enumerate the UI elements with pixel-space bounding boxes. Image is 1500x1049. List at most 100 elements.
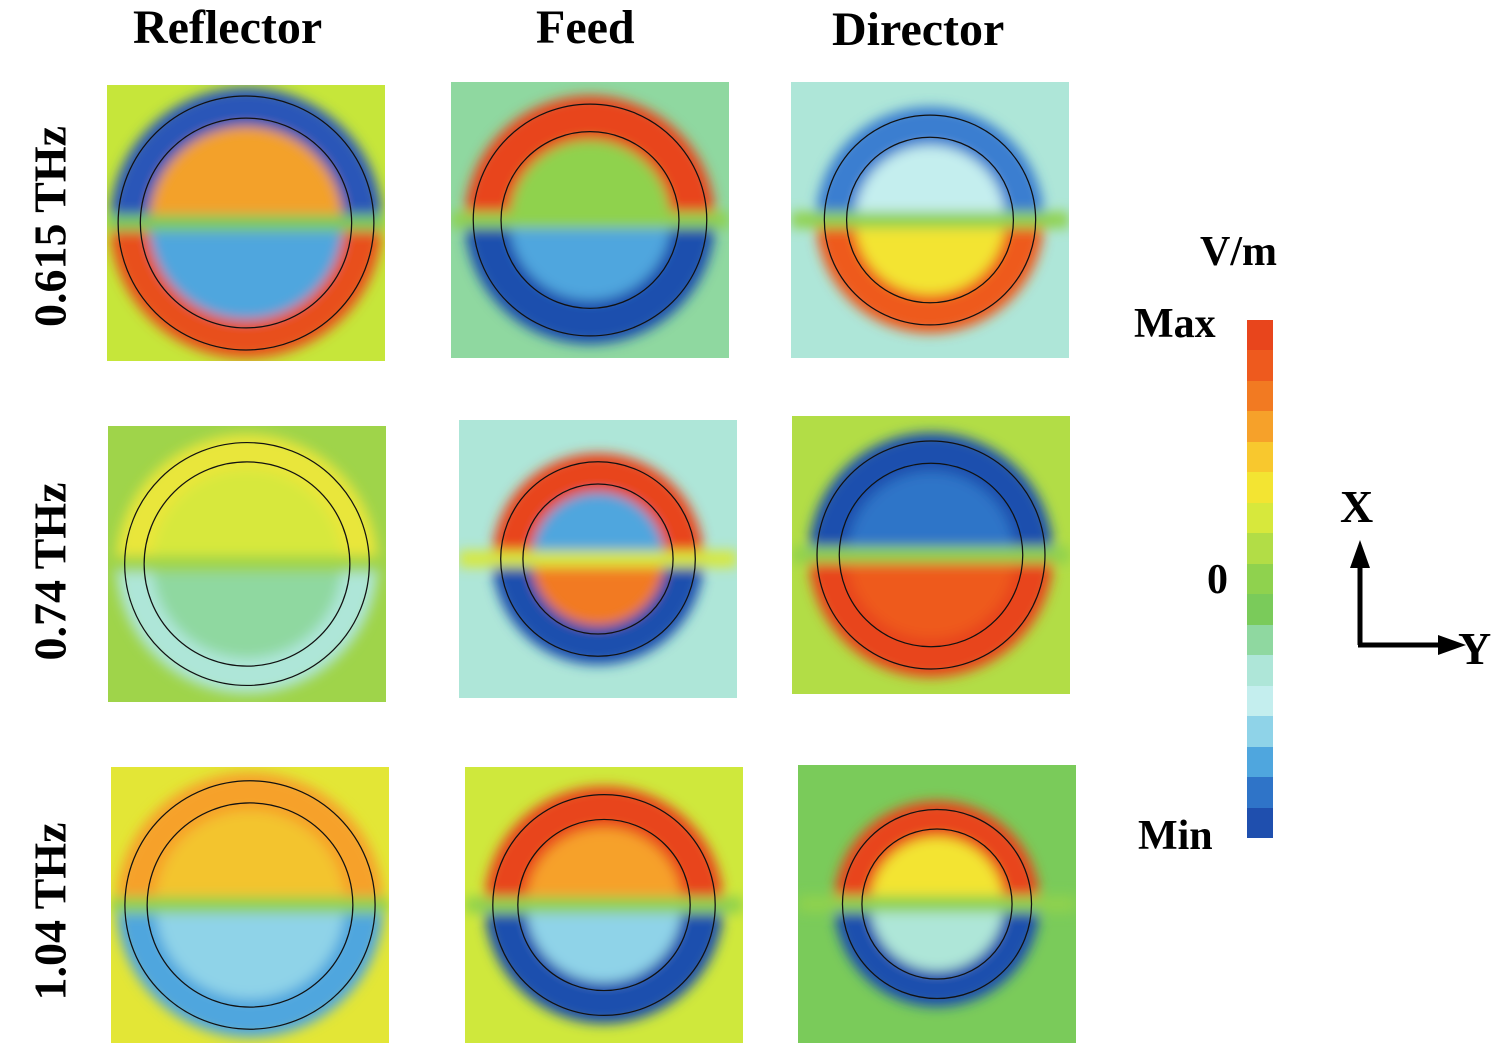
ring-outer-outline xyxy=(472,103,708,337)
ring-field-top xyxy=(492,453,704,554)
axis-label-x: X xyxy=(1340,481,1374,532)
ring-field-top xyxy=(834,801,1040,899)
colorbar-segment xyxy=(1247,441,1273,473)
center-band xyxy=(451,211,729,229)
colorbar xyxy=(1247,320,1273,838)
ring-field-bottom xyxy=(492,564,704,665)
colorbar-segment xyxy=(1247,685,1273,717)
ring-field-bottom xyxy=(816,225,1044,334)
colorbar-segment xyxy=(1247,716,1273,747)
colorbar-segment xyxy=(1247,502,1273,534)
field-panel-director-074 xyxy=(792,416,1070,694)
inner-field-bottom xyxy=(845,560,1017,642)
colorbar-segment xyxy=(1247,563,1273,595)
center-band xyxy=(791,211,1069,229)
ring-outer-outline xyxy=(492,793,716,1017)
ring-outer-outline xyxy=(500,461,696,657)
ring-outer-outline xyxy=(841,808,1033,1000)
inner-field-top xyxy=(528,489,668,554)
colorbar-segment xyxy=(1247,380,1273,412)
inner-field-top xyxy=(146,123,346,218)
ring-field-bottom xyxy=(116,569,378,694)
inner-field-top xyxy=(506,137,674,215)
ring-field-top xyxy=(484,786,724,900)
ring-field-bottom xyxy=(808,560,1054,678)
column-title-reflector: Reflector xyxy=(133,1,323,54)
inner-field-top xyxy=(152,808,348,900)
colorbar-segment xyxy=(1247,655,1273,686)
ring-outer-outline xyxy=(117,95,375,351)
column-title-director: Director xyxy=(832,3,1005,56)
ring-inner-outline xyxy=(500,131,680,309)
ring-inner-outline xyxy=(139,117,353,329)
field-panel-director-104 xyxy=(798,765,1076,1043)
row-title-104: 1.04 THz xyxy=(24,822,76,1001)
colorbar-segment xyxy=(1247,624,1273,656)
column-title-feed: Feed xyxy=(536,1,635,54)
colorbar-zero-label: 0 xyxy=(1207,557,1228,603)
ring-field-top xyxy=(116,434,378,559)
center-band xyxy=(798,895,1076,913)
ring-field-bottom xyxy=(484,910,724,1024)
axis-label-y: Y xyxy=(1458,623,1492,674)
inner-field-bottom xyxy=(146,228,346,323)
colorbar-segment xyxy=(1247,411,1273,442)
ring-field-top xyxy=(109,87,383,218)
ring-inner-outline xyxy=(838,462,1024,648)
field-panel-feed-0615 xyxy=(451,82,729,358)
ring-inner-outline xyxy=(517,818,691,992)
center-band xyxy=(107,214,385,232)
field-panel-reflector-104 xyxy=(111,767,389,1043)
colorbar-segment xyxy=(1247,746,1273,778)
colorbar-segment xyxy=(1247,472,1273,503)
center-band xyxy=(792,546,1070,564)
inner-field-top xyxy=(852,142,1008,215)
ring-field-bottom xyxy=(465,225,715,345)
colorbar-segment xyxy=(1247,594,1273,625)
ring-outer-outline xyxy=(816,440,1046,670)
field-panel-director-0615 xyxy=(791,82,1069,358)
center-band xyxy=(108,555,386,573)
ring-inner-outline xyxy=(146,802,354,1008)
ring-inner-outline xyxy=(861,828,1013,980)
colorbar-max-label: Max xyxy=(1134,301,1216,347)
colorbar-segment xyxy=(1247,350,1273,381)
field-panel-feed-104 xyxy=(465,767,743,1043)
ring-field-bottom xyxy=(834,909,1040,1007)
inner-field-bottom xyxy=(523,910,685,986)
ring-inner-outline xyxy=(143,461,351,667)
ring-inner-outline xyxy=(522,483,674,635)
ring-field-bottom xyxy=(109,228,383,359)
y-axis-arrowhead xyxy=(1438,635,1466,655)
inner-field-top xyxy=(523,824,685,900)
inner-field-bottom xyxy=(149,569,345,661)
ring-field-top xyxy=(808,432,1054,550)
ring-field-top xyxy=(816,106,1044,215)
colorbar-segment xyxy=(1247,807,1273,838)
colorbar-segment xyxy=(1247,533,1273,564)
center-band xyxy=(465,896,743,914)
ring-outer-outline xyxy=(124,780,376,1030)
ring-field-bottom xyxy=(116,910,384,1038)
ring-inner-outline xyxy=(845,136,1015,304)
axis-indicator xyxy=(1350,540,1466,655)
inner-field-bottom xyxy=(506,225,674,303)
colorbar-unit: V/m xyxy=(1200,229,1277,275)
inner-field-top xyxy=(845,468,1017,550)
ring-outer-outline xyxy=(823,114,1037,326)
inner-field-bottom xyxy=(528,564,668,629)
colorbar-min-label: Min xyxy=(1138,813,1213,859)
center-band xyxy=(111,896,389,914)
inner-field-bottom xyxy=(152,910,348,1002)
field-panel-feed-074 xyxy=(459,420,737,698)
center-band xyxy=(459,550,737,568)
row-title-0615: 0.615 THz xyxy=(24,125,76,328)
ring-outer-outline xyxy=(124,441,370,687)
ring-field-top xyxy=(116,772,384,900)
inner-field-top xyxy=(149,467,345,559)
field-panel-reflector-074 xyxy=(108,426,386,702)
field-panel-reflector-0615 xyxy=(107,85,385,361)
colorbar-segment xyxy=(1247,777,1273,808)
x-axis-arrowhead xyxy=(1350,540,1370,568)
inner-field-top xyxy=(867,834,1007,899)
